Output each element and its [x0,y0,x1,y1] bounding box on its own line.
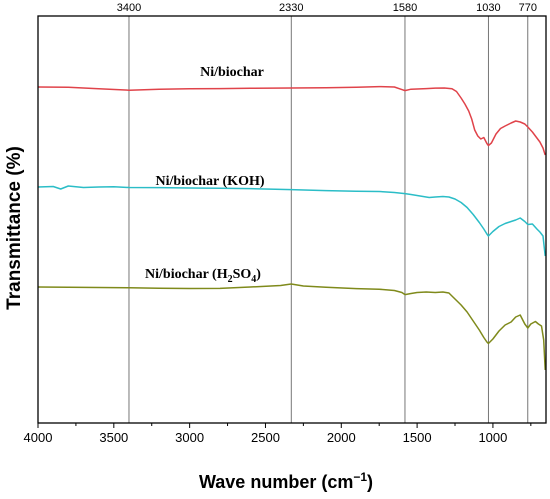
reference-line-label: 3400 [117,2,141,14]
x-tick-label: 3500 [99,430,128,445]
x-axis-label-superscript: −1 [353,470,367,484]
x-tick-label: 4000 [24,430,53,445]
x-ticks: 4000 3500 3000 2500 2000 1500 1000 [24,423,532,445]
reference-line-label: 770 [519,2,537,14]
series-label: Ni/biochar (H2SO4) [145,267,261,285]
x-axis-label-tail: ) [367,472,373,492]
x-tick-label: 2000 [327,430,356,445]
reference-line-label: 1580 [393,2,417,14]
reference-line-label: 2330 [279,2,303,14]
x-axis-label-main: Wave number (cm [199,472,353,492]
reference-line-label: 1030 [476,2,500,14]
series-label: Ni/biochar [200,65,264,80]
x-tick-label: 3000 [175,430,204,445]
reference-line-labels: 3400 2330 1580 1030 770 [117,2,537,14]
plot-frame [37,15,547,424]
series-line [37,185,546,257]
x-axis-label: Wave number (cm−1) [199,470,373,492]
series-labels: Ni/biochar Ni/biochar (KOH) Ni/biochar (H2… [145,65,265,285]
series-line [37,85,546,156]
x-tick-label: 1000 [478,430,507,445]
x-tick-label: 2500 [251,430,280,445]
series-label: Ni/biochar (KOH) [155,174,264,189]
series-line [37,283,546,371]
series-lines [37,85,546,371]
x-tick-label: 1500 [403,430,432,445]
reference-lines [128,16,529,423]
y-axis-label: Transmittance (%) [4,146,25,310]
